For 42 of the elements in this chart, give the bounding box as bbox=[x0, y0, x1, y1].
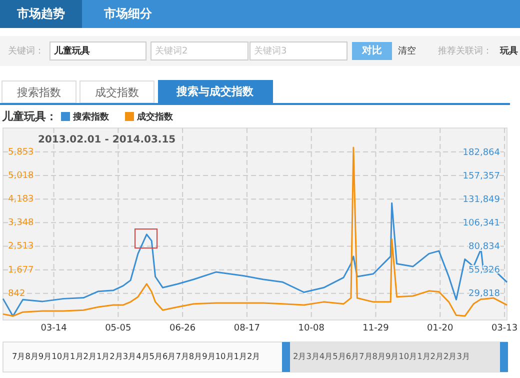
legend-label: 搜索指数 bbox=[72, 111, 110, 122]
text: 市场细分 bbox=[103, 6, 153, 20]
y2-tick-label: 157,357 bbox=[462, 172, 500, 182]
y2-tick-label: 29,818 bbox=[468, 288, 500, 299]
line-series bbox=[2, 202, 508, 317]
text: 搜索指数 bbox=[17, 86, 61, 100]
y-tick-label: 842 bbox=[8, 288, 26, 299]
x-tick-label: 08-17 bbox=[234, 323, 260, 334]
text: 玩具 bbox=[499, 45, 518, 56]
x-tick-label: 01-20 bbox=[427, 323, 454, 334]
text: 对比 bbox=[361, 44, 382, 57]
y-tick-label: 3,348 bbox=[8, 218, 34, 228]
x-tick-label: 03-14 bbox=[40, 323, 68, 334]
legend-label: 成交指数 bbox=[136, 111, 174, 122]
y-tick-label: 5,018 bbox=[8, 170, 34, 181]
text: 2月3月4月5月6月7月8月9月10月1月2月2月3月 bbox=[293, 351, 470, 362]
line-series bbox=[2, 146, 508, 317]
y2-tick-label: 80,834 bbox=[468, 242, 500, 252]
text: 关键词3 bbox=[254, 45, 287, 56]
x-tick-label: 06-26 bbox=[169, 323, 196, 334]
text: 2013.02.01 - 2014.03.15 bbox=[38, 134, 176, 146]
y2-tick-label: 131,849 bbox=[462, 195, 500, 206]
x-tick-label: 03-13 bbox=[491, 323, 518, 334]
y-tick-label: 2,513 bbox=[8, 242, 34, 252]
x-tick-label: 10-08 bbox=[298, 323, 325, 334]
text: 关键词： bbox=[8, 45, 44, 56]
text: 成交指数 bbox=[95, 86, 139, 100]
y-tick-label: 1,677 bbox=[8, 265, 34, 276]
x-tick-label: 05-05 bbox=[105, 323, 132, 334]
text: 清空 bbox=[398, 45, 416, 56]
y2-tick-label: 182,864 bbox=[462, 148, 500, 158]
text: 7月8月9月10月1月2月1月2月3月4月5月6月7月8月9月10月1月2月 bbox=[12, 351, 260, 362]
text: 儿童玩具 bbox=[53, 45, 90, 56]
text: 关键词2 bbox=[155, 45, 188, 56]
y-tick-label: 5,853 bbox=[8, 147, 34, 158]
legend-title: 儿童玩具： bbox=[1, 110, 57, 124]
y2-tick-label: 106,341 bbox=[462, 218, 500, 229]
text: 推荐关联词： bbox=[438, 45, 492, 56]
text: 搜索与成交指数 bbox=[176, 85, 254, 98]
text: 市场趋势 bbox=[16, 6, 65, 20]
x-tick-label: 11-29 bbox=[362, 323, 390, 334]
y-tick-label: 4,183 bbox=[8, 194, 34, 205]
